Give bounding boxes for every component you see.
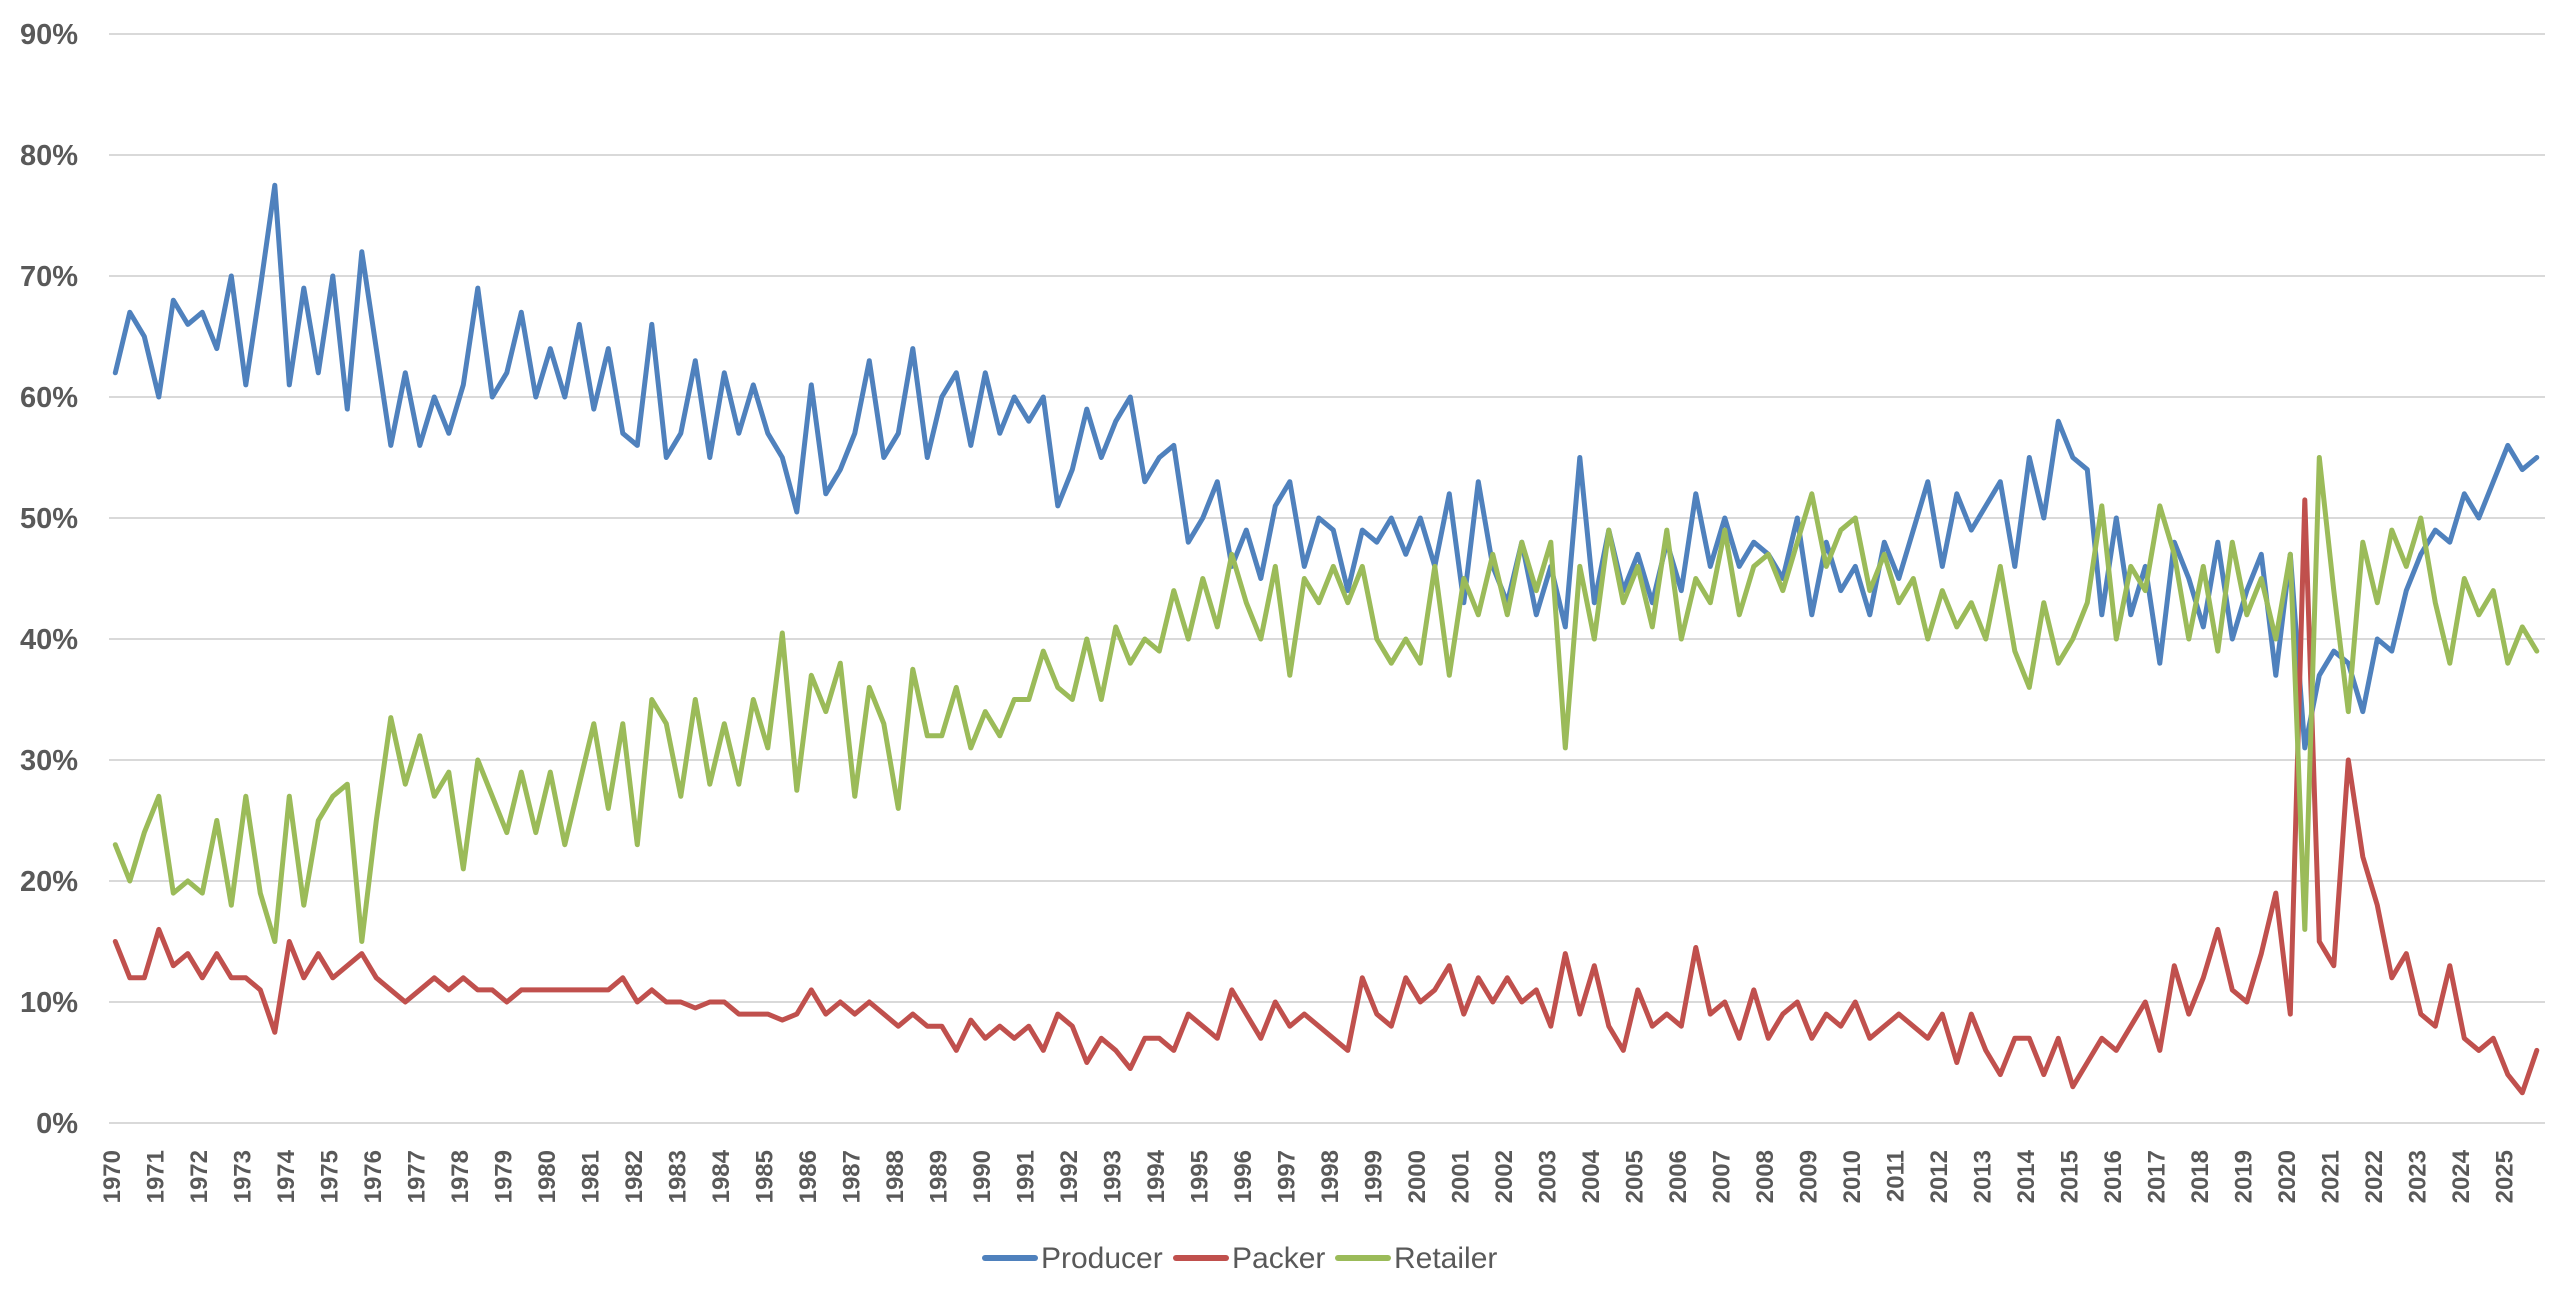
x-tick-label: 2025: [2492, 1150, 2519, 1203]
x-tick-label: 1986: [795, 1150, 822, 1203]
y-tick-label: 10%: [20, 987, 78, 1019]
x-tick-label: 1977: [404, 1150, 431, 1203]
x-tick-label: 2007: [1709, 1150, 1736, 1203]
x-tick-label: 1980: [534, 1150, 561, 1203]
x-tick-label: 2016: [2100, 1150, 2127, 1203]
x-tick-label: 2002: [1491, 1150, 1518, 1203]
series-line-producer: [112, 182, 2540, 751]
x-tick-label: 1999: [1361, 1150, 1388, 1203]
x-tick-label: 1995: [1187, 1150, 1214, 1203]
y-tick-label: 50%: [20, 503, 78, 535]
legend-label-producer: Producer: [1041, 1242, 1163, 1275]
x-tick-label: 1994: [1143, 1149, 1170, 1203]
x-tick-label: 2014: [2013, 1149, 2040, 1203]
x-tick-label: 1970: [99, 1150, 126, 1203]
x-tick-label: 2018: [2187, 1150, 2214, 1203]
x-tick-label: 1978: [447, 1150, 474, 1203]
x-tick-label: 2006: [1665, 1150, 1692, 1203]
x-tick-label: 1976: [360, 1150, 387, 1203]
x-tick-label: 2017: [2144, 1150, 2171, 1203]
series-lines: [112, 182, 2540, 1096]
x-tick-label: 1984: [708, 1149, 735, 1203]
x-tick-label: 2021: [2318, 1150, 2345, 1203]
x-tick-label: 1985: [752, 1150, 779, 1203]
x-tick-label: 1982: [621, 1150, 648, 1203]
y-tick-label: 20%: [20, 866, 78, 898]
y-tick-label: 60%: [20, 382, 78, 414]
x-tick-label: 1993: [1100, 1150, 1127, 1203]
series-line-packer: [112, 497, 2540, 1096]
x-tick-label: 1979: [491, 1150, 518, 1203]
x-tick-label: 2000: [1404, 1150, 1431, 1203]
x-tick-label: 2013: [1970, 1150, 1997, 1203]
x-tick-label: 1983: [665, 1150, 692, 1203]
x-tick-label: 2001: [1448, 1150, 1475, 1203]
x-tick-label: 2003: [1535, 1150, 1562, 1203]
x-tick-label: 2010: [1839, 1150, 1866, 1203]
y-tick-label: 0%: [36, 1108, 78, 1140]
x-tick-label: 2024: [2448, 1149, 2475, 1203]
x-tick-label: 1989: [926, 1150, 953, 1203]
x-tick-label: 2008: [1752, 1150, 1779, 1203]
x-tick-label: 1973: [230, 1150, 257, 1203]
y-axis-ticks: 0% 10% 20% 30% 40% 50% 60% 70% 80% 90%: [20, 19, 78, 1140]
x-tick-label: 2022: [2361, 1150, 2388, 1203]
x-tick-label: 1988: [882, 1150, 909, 1203]
x-tick-label: 1998: [1317, 1150, 1344, 1203]
x-tick-label: 2004: [1578, 1149, 1605, 1203]
legend: Producer Packer Retailer: [982, 1242, 1497, 1275]
x-tick-label: 1997: [1274, 1150, 1301, 1203]
x-axis-ticks: 1970 1971 1972 1973 1974 1975 1976 1977 1978 1979…: [99, 1149, 2519, 1203]
x-tick-label: 1972: [186, 1150, 213, 1203]
y-tick-label: 30%: [20, 745, 78, 777]
y-tick-label: 90%: [20, 19, 78, 51]
x-tick-label: 2015: [2057, 1150, 2084, 1203]
x-tick-label: 2005: [1622, 1150, 1649, 1203]
y-tick-label: 80%: [20, 140, 78, 172]
gridlines: [109, 33, 2545, 1124]
x-tick-label: 2011: [1883, 1150, 1910, 1202]
x-tick-label: 1971: [143, 1150, 170, 1203]
y-tick-label: 70%: [20, 261, 78, 293]
x-tick-label: 2023: [2405, 1150, 2432, 1203]
x-tick-label: 1990: [969, 1150, 996, 1203]
legend-label-retailer: Retailer: [1394, 1242, 1497, 1275]
x-tick-label: 2019: [2231, 1150, 2258, 1203]
x-tick-label: 2009: [1796, 1150, 1823, 1203]
x-tick-label: 1981: [578, 1150, 605, 1203]
legend-label-packer: Packer: [1232, 1242, 1325, 1275]
x-tick-label: 1987: [839, 1150, 866, 1203]
x-tick-label: 2012: [1926, 1150, 1953, 1203]
x-tick-label: 1974: [273, 1149, 300, 1203]
x-tick-label: 1992: [1056, 1150, 1083, 1203]
series-line-retailer: [112, 455, 2540, 944]
x-tick-label: 1991: [1013, 1150, 1040, 1203]
x-tick-label: 1975: [317, 1150, 344, 1203]
x-tick-label: 1996: [1230, 1150, 1257, 1203]
x-tick-label: 2020: [2274, 1150, 2301, 1203]
y-tick-label: 40%: [20, 624, 78, 656]
